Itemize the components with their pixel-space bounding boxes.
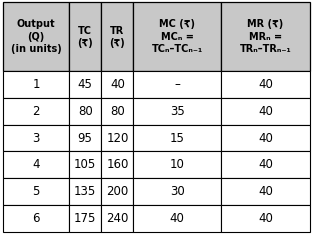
Bar xyxy=(101,125,133,151)
Bar xyxy=(221,2,310,71)
Bar xyxy=(3,178,69,205)
Bar xyxy=(3,2,69,71)
Text: 1: 1 xyxy=(32,78,40,91)
Text: 40: 40 xyxy=(258,158,273,171)
Text: 40: 40 xyxy=(258,105,273,118)
Bar xyxy=(101,151,133,178)
Bar xyxy=(133,125,221,151)
Text: –: – xyxy=(174,78,180,91)
Bar xyxy=(69,178,101,205)
Text: 6: 6 xyxy=(32,212,40,225)
Text: 45: 45 xyxy=(78,78,93,91)
Text: 5: 5 xyxy=(33,185,40,198)
Bar xyxy=(69,125,101,151)
Text: TC
(₹): TC (₹) xyxy=(77,26,93,48)
Bar xyxy=(221,178,310,205)
Bar xyxy=(69,98,101,125)
Text: 40: 40 xyxy=(258,185,273,198)
Bar xyxy=(133,98,221,125)
Bar xyxy=(101,178,133,205)
Bar xyxy=(221,71,310,98)
Text: 10: 10 xyxy=(170,158,185,171)
Text: 30: 30 xyxy=(170,185,185,198)
Text: 40: 40 xyxy=(170,212,185,225)
Bar xyxy=(3,151,69,178)
Text: 135: 135 xyxy=(74,185,96,198)
Text: MC (₹)
MCₙ =
TCₙ–TCₙ₋₁: MC (₹) MCₙ = TCₙ–TCₙ₋₁ xyxy=(151,19,203,54)
Text: 40: 40 xyxy=(258,78,273,91)
Bar xyxy=(101,71,133,98)
Bar xyxy=(101,2,133,71)
Text: 35: 35 xyxy=(170,105,185,118)
Bar xyxy=(3,71,69,98)
Text: 95: 95 xyxy=(78,132,93,145)
Text: TR
(₹): TR (₹) xyxy=(110,26,125,48)
Bar xyxy=(221,205,310,232)
Bar xyxy=(69,71,101,98)
Bar xyxy=(3,98,69,125)
Text: 175: 175 xyxy=(74,212,96,225)
Bar xyxy=(221,125,310,151)
Text: Output
(Q)
(in units): Output (Q) (in units) xyxy=(11,19,61,54)
Text: 200: 200 xyxy=(106,185,129,198)
Bar xyxy=(3,205,69,232)
Bar xyxy=(133,178,221,205)
Bar xyxy=(69,2,101,71)
Text: 40: 40 xyxy=(258,132,273,145)
Text: 160: 160 xyxy=(106,158,129,171)
Bar xyxy=(3,125,69,151)
Bar xyxy=(133,2,221,71)
Bar xyxy=(69,151,101,178)
Bar xyxy=(101,205,133,232)
Text: 4: 4 xyxy=(32,158,40,171)
Bar xyxy=(221,151,310,178)
Text: 120: 120 xyxy=(106,132,129,145)
Bar xyxy=(69,205,101,232)
Text: 40: 40 xyxy=(258,212,273,225)
Text: 105: 105 xyxy=(74,158,96,171)
Text: 40: 40 xyxy=(110,78,125,91)
Text: 240: 240 xyxy=(106,212,129,225)
Text: 80: 80 xyxy=(110,105,125,118)
Text: 2: 2 xyxy=(32,105,40,118)
Bar xyxy=(101,98,133,125)
Text: 3: 3 xyxy=(33,132,40,145)
Bar xyxy=(133,71,221,98)
Text: MR (₹)
MRₙ =
TRₙ–TRₙ₋₁: MR (₹) MRₙ = TRₙ–TRₙ₋₁ xyxy=(239,19,291,54)
Text: 80: 80 xyxy=(78,105,93,118)
Bar xyxy=(133,205,221,232)
Text: 15: 15 xyxy=(170,132,185,145)
Bar xyxy=(221,98,310,125)
Bar xyxy=(133,151,221,178)
